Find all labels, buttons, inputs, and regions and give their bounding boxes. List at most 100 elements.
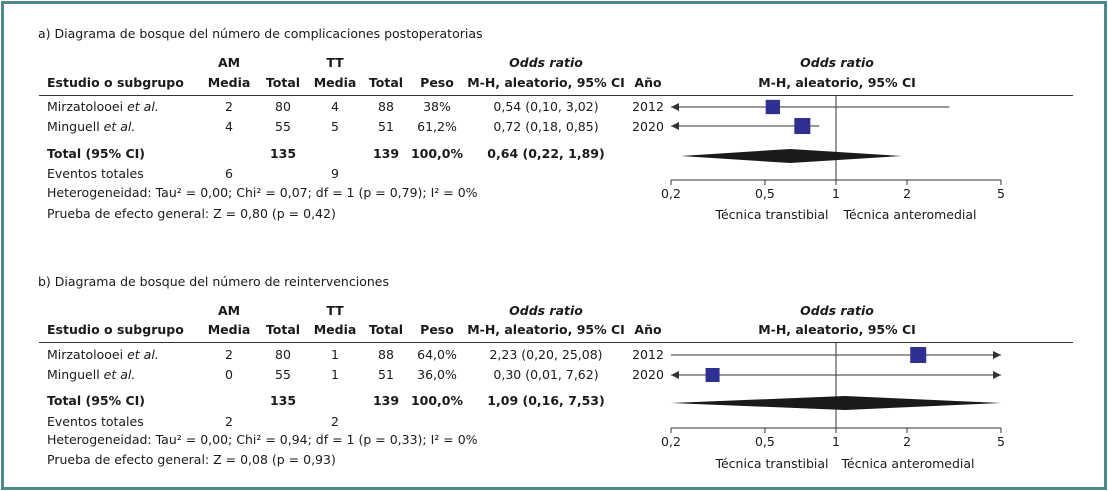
header-am-total: Total: [265, 75, 301, 90]
study-marker: [765, 99, 780, 115]
total-tt: 139: [372, 393, 400, 408]
overall-test: Prueba de efecto general: Z = 0,80 (p = …: [47, 206, 336, 221]
header-weight: Peso: [420, 75, 454, 90]
weight: 64,0%: [417, 347, 457, 362]
study-marker: [705, 368, 720, 382]
header-year: Año: [634, 322, 662, 337]
arrow-right: [993, 351, 1001, 359]
total-weight: 100,0%: [410, 146, 464, 161]
header-study: Estudio o subgrupo: [47, 75, 184, 90]
x-tick-label: 2: [903, 186, 911, 201]
header-or-method-plot: M-H, aleatorio, 95% CI: [758, 322, 916, 337]
am-total: 80: [275, 347, 291, 362]
arrow-left: [671, 371, 679, 379]
header-am: AM: [217, 55, 241, 70]
header-or-title: Odds ratio: [509, 303, 583, 318]
header-tt-mean: Media: [313, 322, 357, 337]
total-am: 135: [269, 146, 297, 161]
header-rule: [39, 95, 1073, 96]
year: 2020: [632, 119, 664, 134]
am-total: 55: [275, 119, 291, 134]
x-tick-label: 0,2: [661, 434, 681, 449]
events-am: 2: [225, 414, 233, 429]
x-tick-label: 0,2: [661, 186, 681, 201]
events-label: Eventos totales: [47, 166, 144, 181]
favours-left: Técnica transtibial: [715, 456, 829, 471]
tt-mean: 1: [331, 347, 339, 362]
header-year: Año: [634, 75, 662, 90]
header-study: Estudio o subgrupo: [47, 322, 184, 337]
study-marker: [910, 347, 927, 363]
x-tick-label: 5: [997, 186, 1005, 201]
arrow-left: [671, 103, 679, 111]
tt-mean: 1: [331, 367, 339, 382]
panel-title: b) Diagrama de bosque del número de rein…: [38, 274, 389, 289]
header-am-mean: Media: [207, 322, 251, 337]
header-weight: Peso: [420, 322, 454, 337]
or-ci: 0,54 (0,10, 3,02): [493, 99, 599, 114]
x-tick-label: 2: [903, 434, 911, 449]
am-mean: 0: [225, 367, 233, 382]
header-tt: TT: [326, 303, 344, 318]
weight: 36,0%: [417, 367, 457, 382]
am-mean: 4: [225, 119, 233, 134]
pooled-diamond: [680, 149, 902, 163]
header-or-title-plot: Odds ratio: [800, 303, 874, 318]
events-tt: 9: [331, 166, 339, 181]
header-am-mean: Media: [207, 75, 251, 90]
am-mean: 2: [225, 347, 233, 362]
total-tt: 139: [372, 146, 400, 161]
favours-right: Técnica anteromedial: [841, 456, 975, 471]
x-tick-label: 1: [832, 434, 840, 449]
header-or-title-plot: Odds ratio: [800, 55, 874, 70]
total-or-ci: 0,64 (0,22, 1,89): [487, 146, 605, 161]
x-tick-label: 0,5: [755, 434, 775, 449]
header-tt: TT: [326, 55, 344, 70]
tt-total: 88: [378, 99, 394, 114]
overall-test: Prueba de efecto general: Z = 0,08 (p = …: [47, 452, 336, 467]
weight: 61,2%: [417, 119, 457, 134]
am-total: 55: [275, 367, 291, 382]
favours-left: Técnica transtibial: [715, 207, 829, 222]
events-am: 6: [225, 166, 233, 181]
header-or-title: Odds ratio: [509, 55, 583, 70]
year: 2020: [632, 367, 664, 382]
events-tt: 2: [331, 414, 339, 429]
events-label: Eventos totales: [47, 414, 144, 429]
tt-total: 51: [378, 367, 394, 382]
tt-total: 51: [378, 119, 394, 134]
heterogeneity: Heterogeneidad: Tau² = 0,00; Chi² = 0,07…: [47, 185, 478, 200]
study-name: Minguell et al.: [47, 367, 136, 382]
x-tick-label: 1: [832, 186, 840, 201]
total-am: 135: [269, 393, 297, 408]
weight: 38%: [423, 99, 451, 114]
arrow-left: [671, 122, 679, 130]
or-ci: 0,30 (0,01, 7,62): [493, 367, 599, 382]
tt-mean: 4: [331, 99, 339, 114]
or-ci: 2,23 (0,20, 25,08): [489, 347, 603, 362]
am-mean: 2: [225, 99, 233, 114]
header-or-method: M-H, aleatorio, 95% CI: [467, 75, 625, 90]
tt-mean: 5: [331, 119, 339, 134]
header-am: AM: [217, 303, 241, 318]
or-ci: 0,72 (0,18, 0,85): [493, 119, 599, 134]
header-tt-total: Total: [368, 322, 404, 337]
tt-total: 88: [378, 347, 394, 362]
study-name: Mirzatolooei et al.: [47, 99, 159, 114]
study-name: Mirzatolooei et al.: [47, 347, 159, 362]
study-marker: [794, 118, 811, 134]
total-label: Total (95% CI): [47, 146, 146, 161]
year: 2012: [632, 347, 664, 362]
header-rule: [39, 342, 1073, 343]
total-weight: 100,0%: [410, 393, 464, 408]
panel-title: a) Diagrama de bosque del número de comp…: [38, 26, 483, 41]
header-or-method-plot: M-H, aleatorio, 95% CI: [758, 75, 916, 90]
header-tt-mean: Media: [313, 75, 357, 90]
arrow-right: [993, 371, 1001, 379]
pooled-diamond: [671, 396, 1001, 410]
favours-right: Técnica anteromedial: [843, 207, 977, 222]
am-total: 80: [275, 99, 291, 114]
x-tick-label: 0,5: [755, 186, 775, 201]
